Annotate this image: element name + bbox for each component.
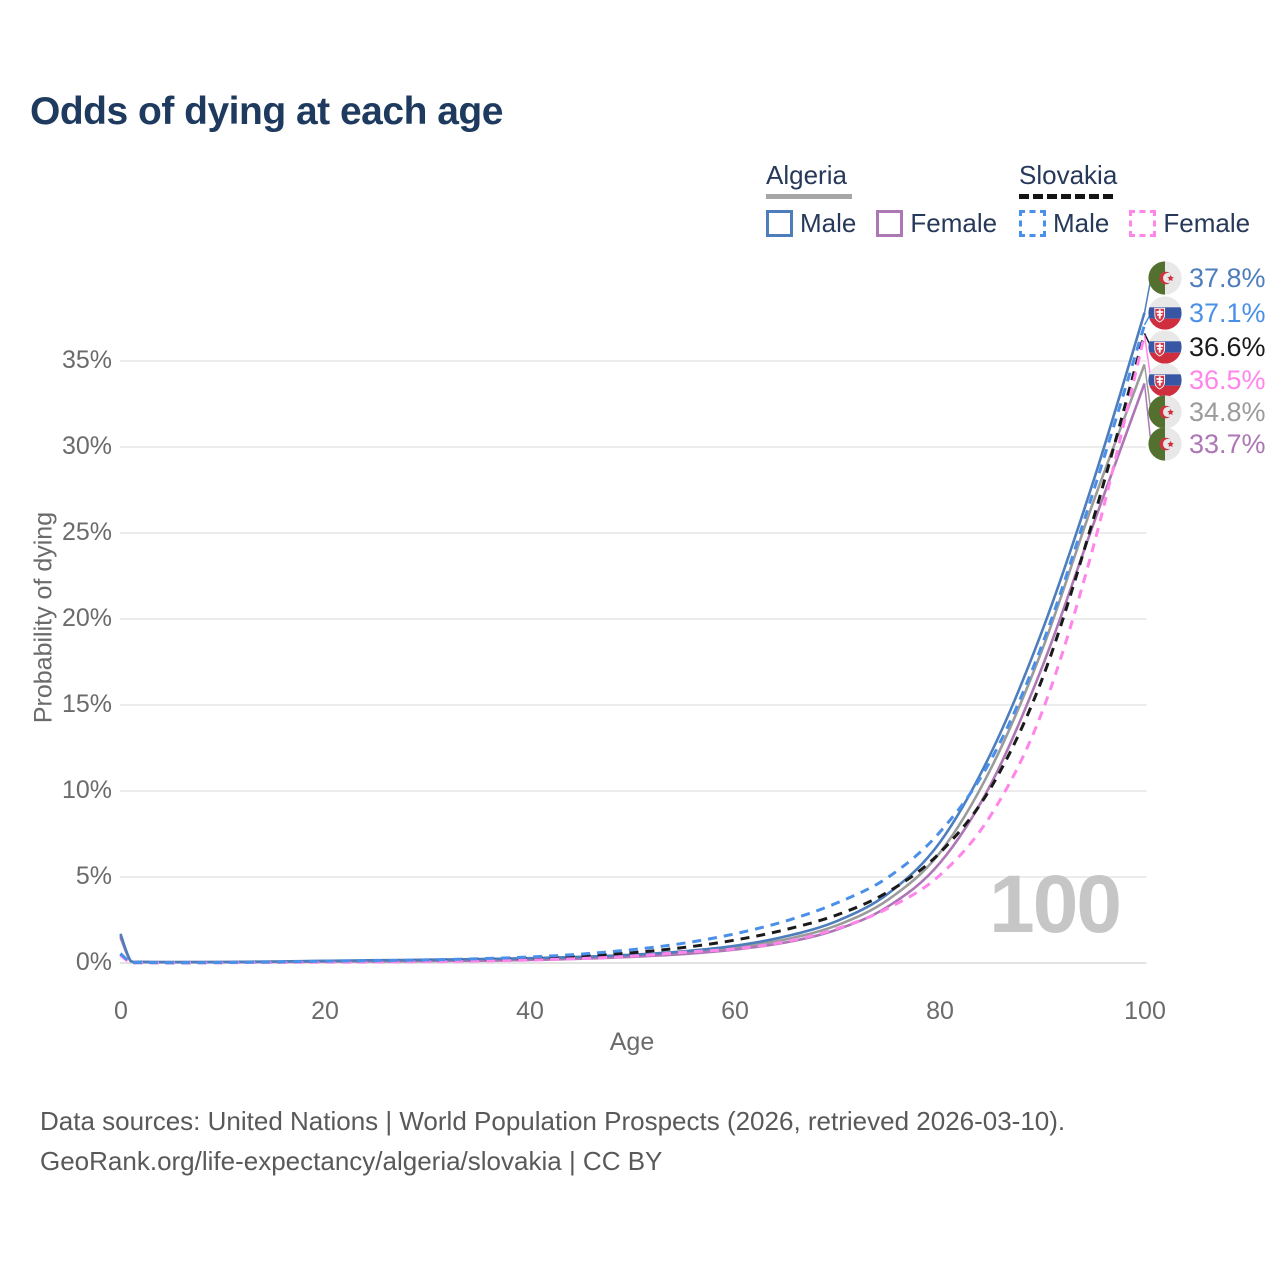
algeria-female-swatch-icon <box>876 210 904 237</box>
y-tick: 25% <box>61 518 112 546</box>
algeria-flag-icon <box>1148 261 1182 295</box>
page-title: Odds of dying at each age <box>30 90 503 133</box>
legend-group-slovakia: Slovakia Male Female <box>1019 160 1270 239</box>
legend-item-algeria-male[interactable]: Male <box>766 208 856 239</box>
slovakia-flag-icon <box>1148 296 1182 330</box>
end-label-row: 37.1% <box>1148 295 1266 331</box>
x-tick: 60 <box>721 997 749 1025</box>
slovakia-flag-icon <box>1148 330 1182 364</box>
y-tick: 5% <box>75 862 112 890</box>
end-label-value: 37.8% <box>1189 262 1266 293</box>
algeria-flag-icon <box>1148 395 1182 429</box>
y-tick: 35% <box>61 346 112 374</box>
slovakia-male-swatch-icon <box>1019 210 1046 237</box>
end-label-row: 36.6% <box>1148 329 1266 365</box>
x-tick: 80 <box>926 997 954 1025</box>
legend-item-slovakia-female[interactable]: Female <box>1129 208 1250 239</box>
end-label-value: 36.6% <box>1189 331 1266 362</box>
end-label-row: 37.8% <box>1148 260 1266 296</box>
legend-item-slovakia-male[interactable]: Male <box>1019 208 1109 239</box>
y-tick: 20% <box>61 604 112 632</box>
y-tick: 15% <box>61 690 112 718</box>
legend-group-algeria: Algeria Male Female <box>766 160 1017 239</box>
x-axis-title: Age <box>609 1028 655 1056</box>
end-label-row: 33.7% <box>1148 426 1266 462</box>
data-source-line: Data sources: United Nations | World Pop… <box>40 1106 1066 1136</box>
legend-label: Male <box>800 208 857 238</box>
y-tick: 0% <box>75 948 112 976</box>
legend-country-algeria[interactable]: Algeria <box>766 160 847 190</box>
slovakia-female-swatch-icon <box>1129 210 1157 237</box>
end-label-value: 36.5% <box>1189 364 1266 395</box>
end-label-value: 34.8% <box>1189 396 1266 427</box>
end-label-value: 33.7% <box>1189 428 1266 459</box>
end-label-value: 37.1% <box>1189 297 1266 328</box>
end-label-row: 34.8% <box>1148 394 1266 430</box>
slovakia-flag-icon <box>1148 363 1182 397</box>
legend-label: Male <box>1053 208 1110 238</box>
end-label-row: 36.5% <box>1148 362 1266 398</box>
y-tick: 30% <box>61 432 112 460</box>
legend-item-algeria-female[interactable]: Female <box>876 208 997 239</box>
algeria-flag-icon <box>1148 427 1182 461</box>
attribution-line: GeoRank.org/life-expectancy/algeria/slov… <box>40 1146 663 1176</box>
age-watermark: 100 <box>989 859 1122 950</box>
x-tick: 0 <box>114 997 128 1025</box>
slovakia-line-sample <box>1019 194 1113 199</box>
legend-label: Female <box>910 208 998 238</box>
x-tick: 100 <box>1124 997 1166 1025</box>
y-tick: 10% <box>61 776 112 804</box>
legend-label: Female <box>1163 208 1251 238</box>
x-tick: 20 <box>311 997 339 1025</box>
algeria-line-sample <box>766 194 852 199</box>
x-tick: 40 <box>516 997 544 1025</box>
legend-country-slovakia[interactable]: Slovakia <box>1019 160 1118 190</box>
algeria-male-swatch-icon <box>766 210 793 237</box>
